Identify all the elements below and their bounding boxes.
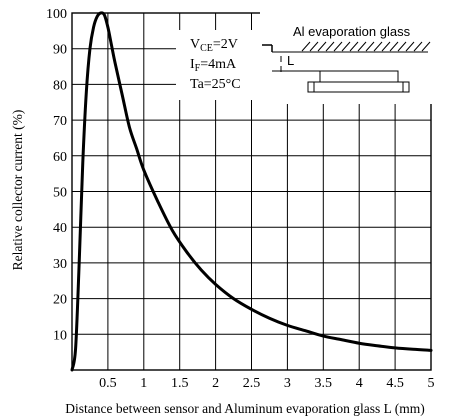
- inset-diagram: Al evaporation glass L: [260, 12, 432, 104]
- hatch-line: [325, 41, 335, 52]
- y-tick-label: 90: [53, 43, 67, 58]
- x-tick-label: 4: [356, 376, 363, 391]
- y-tick-label: 40: [53, 221, 67, 236]
- y-tick-label: 50: [53, 186, 67, 201]
- hatch-line: [381, 41, 391, 52]
- y-tick-label: 30: [53, 257, 67, 272]
- series-line: [70, 11, 433, 372]
- hatch-line: [421, 41, 431, 52]
- inset-glass-label: Al evaporation glass: [293, 24, 411, 39]
- hatch-line: [333, 41, 343, 52]
- hatch-line: [317, 41, 327, 52]
- hatch-line: [373, 41, 383, 52]
- x-tick-label: 4.5: [386, 376, 404, 391]
- condition-if: IF=4mA: [190, 57, 237, 74]
- y-tick-label: 10: [53, 328, 67, 343]
- sensor-base: [307, 81, 410, 93]
- y-tick-label: 20: [53, 293, 67, 308]
- y-tick-labels: 10 20 30 40 50 60 70 80 90 100: [46, 7, 67, 343]
- hatch-line: [389, 41, 399, 52]
- hatch-line: [341, 41, 351, 52]
- hatch-line: [405, 41, 415, 52]
- x-tick-labels: 0.5 1 1.5 2 2.5 3 3.5 4 4.5 5: [99, 376, 434, 391]
- hatch-line: [309, 41, 319, 52]
- y-tick-label: 100: [46, 7, 67, 22]
- condition-vce: VCE=2V: [190, 37, 238, 54]
- x-tick-label: 3: [284, 376, 291, 391]
- x-tick-label: 1: [140, 376, 147, 391]
- x-tick-label: 2.5: [243, 376, 261, 391]
- x-tick-label: 3.5: [315, 376, 333, 391]
- y-axis-label: Relative collector current (%): [10, 110, 25, 271]
- x-tick-label: 5: [428, 376, 435, 391]
- hatch-line: [397, 41, 407, 52]
- y-tick-label: 70: [53, 114, 67, 129]
- dimension-label: L: [287, 53, 294, 68]
- plot-border: [71, 12, 432, 371]
- sensor-body: [319, 70, 399, 83]
- hatch-line: [413, 41, 423, 52]
- hatch-line: [301, 41, 311, 52]
- x-tick-label: 1.5: [171, 376, 189, 391]
- x-tick-label: 0.5: [99, 376, 117, 391]
- hatch-line: [357, 41, 367, 52]
- glass-hatching: [301, 41, 431, 52]
- hatch-line: [365, 41, 375, 52]
- y-tick-label: 80: [53, 78, 67, 93]
- y-tick-label: 60: [53, 150, 67, 165]
- hatch-line: [349, 41, 359, 52]
- x-axis-label: Distance between sensor and Aluminum eva…: [65, 401, 424, 416]
- x-tick-label: 2: [212, 376, 219, 391]
- condition-ta: Ta=25°C: [190, 77, 241, 92]
